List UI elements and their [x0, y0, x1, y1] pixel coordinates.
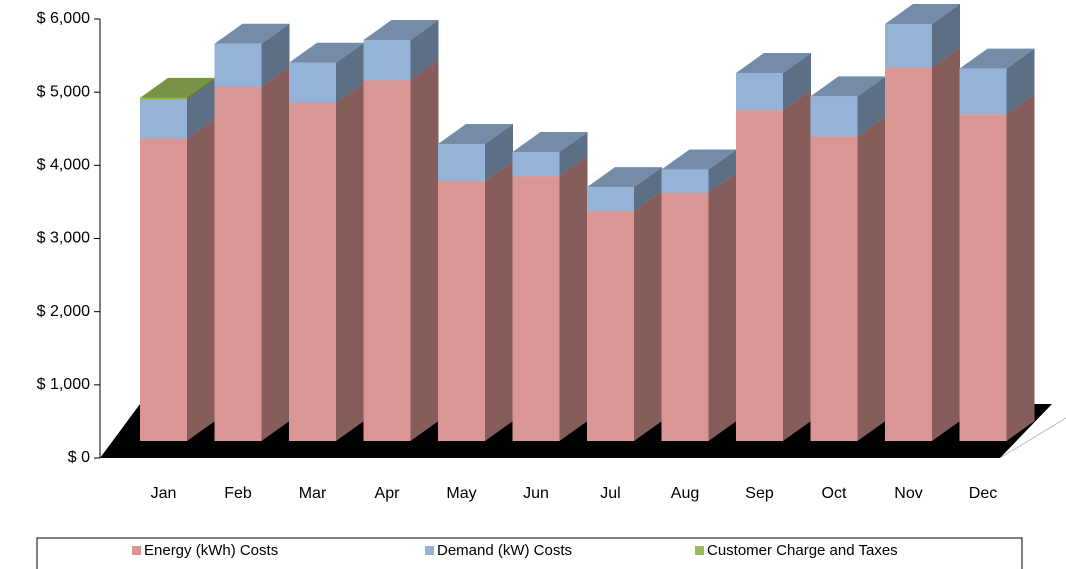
- bar: [214, 43, 262, 87]
- legend-swatch: [132, 546, 141, 555]
- bar-side: [187, 80, 215, 139]
- bar-side: [261, 66, 290, 441]
- bar: [885, 23, 932, 68]
- bar-side: [410, 20, 439, 81]
- bar-side: [485, 123, 513, 182]
- bar: [438, 181, 485, 441]
- bar-side: [857, 76, 886, 137]
- y-tick-label: $ 4,000: [37, 157, 90, 174]
- bar-side: [708, 172, 737, 441]
- bar-side: [932, 47, 960, 441]
- bar-side: [708, 149, 737, 193]
- bar-top: [363, 20, 439, 41]
- bar-side: [559, 156, 588, 442]
- bar-side: [783, 90, 811, 441]
- bar: [810, 96, 858, 137]
- bar-side: [634, 167, 662, 212]
- y-tick-label: $ 3,000: [37, 230, 90, 247]
- bar-top: [959, 48, 1035, 69]
- bar-top: [810, 76, 886, 97]
- bar: [363, 40, 411, 81]
- bar: [959, 68, 1007, 115]
- bar: [512, 176, 560, 442]
- bar: [885, 67, 932, 441]
- bar-top: [885, 3, 960, 24]
- x-tick-label: Oct: [822, 485, 847, 502]
- x-tick-label: Dec: [969, 485, 997, 502]
- legend-swatch: [425, 546, 434, 555]
- legend-label: Customer Charge and Taxes: [707, 542, 898, 559]
- bar: [587, 187, 634, 212]
- bar-side: [857, 116, 886, 442]
- bar-side: [634, 191, 662, 441]
- x-tick-label: Jan: [151, 485, 177, 502]
- bar-side: [783, 52, 811, 111]
- bar: [289, 62, 336, 103]
- y-tick-label: $ 0: [68, 449, 90, 466]
- x-tick-label: May: [446, 485, 476, 502]
- bar: [140, 138, 187, 442]
- bar-top: [587, 167, 662, 188]
- bar-side: [932, 3, 960, 68]
- bar: [363, 80, 411, 441]
- bar: [140, 100, 187, 139]
- x-tick-label: Feb: [224, 485, 252, 502]
- bar-top: [438, 123, 513, 144]
- legend: [36, 537, 1023, 569]
- bar-side: [410, 60, 439, 442]
- legend-label: Energy (kWh) Costs: [144, 542, 278, 559]
- x-tick-label: Sep: [745, 485, 774, 502]
- bar-side: [187, 118, 215, 442]
- bar-top: [661, 149, 737, 170]
- bar-side: [261, 23, 290, 87]
- x-tick-label: Jun: [523, 485, 549, 502]
- x-tick-label: Apr: [375, 485, 401, 502]
- bar: [736, 72, 783, 111]
- bar-side: [336, 82, 364, 441]
- bar-top: [140, 77, 215, 98]
- y-tick-label: $ 1,000: [37, 376, 90, 393]
- bar-top: [289, 42, 364, 63]
- y-tick-label: $ 2,000: [37, 303, 90, 320]
- bar: [810, 136, 858, 442]
- bar-side: [1006, 48, 1035, 115]
- bar-top: [736, 52, 811, 73]
- y-tick-label: $ 6,000: [37, 10, 90, 27]
- bar: [512, 151, 560, 177]
- x-tick-label: Jul: [600, 485, 620, 502]
- bar: [438, 143, 485, 182]
- x-tick-label: Aug: [671, 485, 699, 502]
- bar-top: [214, 23, 290, 44]
- bar-side: [485, 161, 513, 441]
- bar: [736, 110, 783, 441]
- bar-top: [512, 131, 588, 152]
- floor-edge: [999, 417, 1066, 459]
- bar: [661, 192, 709, 441]
- y-tick-label: $ 5,000: [37, 83, 90, 100]
- x-tick-label: Nov: [894, 485, 922, 502]
- bar: [214, 86, 262, 441]
- bar-side: [187, 77, 215, 101]
- legend-label: Demand (kW) Costs: [437, 542, 572, 559]
- bar-side: [336, 42, 364, 103]
- bar: [661, 169, 709, 193]
- bar: [587, 211, 634, 441]
- bar: [959, 114, 1007, 441]
- bar: [140, 97, 187, 101]
- bar-side: [559, 131, 588, 177]
- bar-side: [1006, 94, 1035, 441]
- legend-swatch: [695, 546, 704, 555]
- bar: [289, 102, 336, 441]
- x-tick-label: Mar: [299, 485, 327, 502]
